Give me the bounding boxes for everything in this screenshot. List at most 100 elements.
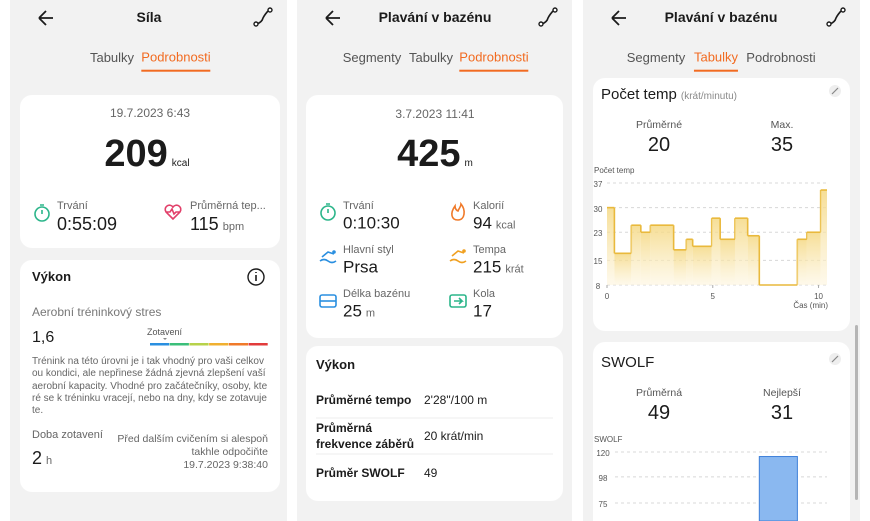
stat-value: Prsa xyxy=(343,258,378,278)
row-value: 49 xyxy=(424,464,437,482)
stat-label-part: Max. xyxy=(770,119,794,132)
metric-value: 1,6 xyxy=(32,329,54,347)
y-tick-label: 120 xyxy=(596,443,609,461)
card xyxy=(306,346,563,501)
info-button[interactable] xyxy=(247,268,265,286)
stat-label: Max. xyxy=(771,115,794,133)
scale-segment xyxy=(169,343,189,346)
card-title: Počet temp (krát/minutu) xyxy=(601,86,737,104)
tab[interactable]: Podrobnosti xyxy=(141,49,211,72)
description-line: aerobní kapacity. Vhodné pro začátečníky… xyxy=(32,376,267,394)
screen-title: Síla xyxy=(137,9,162,27)
stat-label-part: Průměrné xyxy=(635,119,683,132)
stat-label-part: Nejlepší xyxy=(763,387,801,400)
tab[interactable]: Tabulky xyxy=(90,49,134,67)
tab-part: Tabulky xyxy=(408,50,454,66)
x-tick-label-part: 5 xyxy=(710,292,715,302)
stat-label: Průměrná tep... xyxy=(190,196,266,214)
stat-value-part: 49 xyxy=(647,402,671,424)
tab[interactable]: Tabulky xyxy=(409,49,453,67)
tab[interactable]: Segmenty xyxy=(627,49,686,67)
stat-value: 20 xyxy=(648,134,670,156)
metric-label: Aerobní tréninkový stres xyxy=(32,303,161,321)
back-button[interactable] xyxy=(38,10,53,26)
stat-label: Kola xyxy=(473,284,495,302)
tab[interactable]: Podrobnosti xyxy=(746,49,815,67)
row-label-part: Průměr SWOLF xyxy=(316,466,405,481)
stat-label: Hlavní styl xyxy=(343,240,394,258)
back-button[interactable] xyxy=(611,10,626,26)
stat-value-part: 17 xyxy=(473,301,492,321)
card xyxy=(306,95,563,338)
icon-style xyxy=(332,250,336,254)
description-line-part: aerobní kapacity. Vhodné pro začátečníky… xyxy=(32,380,268,392)
summary-date-part: 19.7.2023 6:43 xyxy=(109,106,191,121)
stat-value-part: 20 xyxy=(647,134,671,156)
stat-value-part: bpm xyxy=(222,221,245,234)
card-title-part: (krát/minutu) xyxy=(680,91,737,103)
x-tick-label-part: 0 xyxy=(604,292,610,302)
back-button[interactable] xyxy=(325,10,340,26)
route-dot xyxy=(267,7,273,13)
tab-part: Podrobnosti xyxy=(459,49,529,65)
row-label-part: frekvence záběrů xyxy=(316,437,415,452)
stat-value: 31 xyxy=(771,402,793,424)
stat-label: Kalorií xyxy=(473,196,504,214)
step-area xyxy=(806,232,821,285)
y-tick-label: 37 xyxy=(594,174,603,192)
scale-label-part: Zotavení xyxy=(147,327,183,338)
y-tick-label: 8 xyxy=(596,276,600,294)
step-area xyxy=(631,225,641,285)
tab[interactable]: Segmenty xyxy=(343,49,402,67)
stat-value: 17 xyxy=(473,301,492,322)
stat-value: 215 krát xyxy=(473,257,524,278)
stat-value-part: 0:10:30 xyxy=(343,213,400,233)
recovery-note: takhle odpočiňte xyxy=(192,442,268,460)
route-button[interactable] xyxy=(541,9,555,25)
bar xyxy=(758,456,798,521)
stat-label: Průměrné xyxy=(636,115,682,133)
description-line-part: te. xyxy=(32,405,44,417)
summary-date: 19.7.2023 6:43 xyxy=(110,104,190,122)
y-tick-label-part: 75 xyxy=(598,500,608,510)
stat-label: Trvání xyxy=(57,196,88,214)
stat-value-part: 94 xyxy=(473,213,492,233)
stat-value-part: 35 xyxy=(770,134,794,156)
summary-date-part: 3.7.2023 11:41 xyxy=(395,107,475,122)
route-button[interactable] xyxy=(829,9,843,25)
recovery-value-part: 2 xyxy=(32,448,43,469)
stat-value-part: krát xyxy=(505,263,524,276)
icon-duration xyxy=(326,203,330,213)
metric-value-part: 1,6 xyxy=(32,329,55,347)
tab-part: Podrobnosti xyxy=(141,49,211,65)
description-line-part: ré se k tréninku vracejí, nebo na dny, k… xyxy=(32,393,267,405)
step-area xyxy=(820,190,827,285)
tab[interactable]: Tabulky xyxy=(693,49,739,72)
stat-value-part: 215 xyxy=(473,257,502,277)
stat-label-part: Hlavní styl xyxy=(343,244,394,257)
card-title-part: Počet temp xyxy=(601,86,677,104)
row-value-part: 2'28"/100 m xyxy=(424,393,488,408)
stat-label-part: Trvání xyxy=(57,200,88,213)
stat-label-part: Tempa xyxy=(473,244,507,257)
description-line: ou kondici, ale nepřinese žádná zjevná z… xyxy=(32,364,265,382)
description-line-part: Trénink na této úrovni je i tak vhodný p… xyxy=(32,356,264,368)
stat-label: Tempa xyxy=(473,240,506,258)
y-axis-label: SWOLF xyxy=(594,429,622,447)
stat-label-part: Trvání xyxy=(343,200,374,213)
x-tick-label-part: 10 xyxy=(814,292,823,302)
stat-value-part: 0:55:09 xyxy=(57,214,118,235)
step-area xyxy=(650,225,674,285)
card xyxy=(593,342,850,521)
stat-value: 25 m xyxy=(343,302,375,322)
route-button[interactable] xyxy=(256,9,270,25)
screen-title-part: Plavání v bazénu xyxy=(664,9,778,26)
tab[interactable]: Podrobnosti xyxy=(459,49,529,72)
route-dot xyxy=(840,7,846,13)
expand-glyph xyxy=(831,355,839,363)
y-axis-label-part: Počet temp xyxy=(594,166,635,176)
y-axis-label: Počet temp xyxy=(594,160,634,178)
y-tick-label: 75 xyxy=(599,494,608,512)
